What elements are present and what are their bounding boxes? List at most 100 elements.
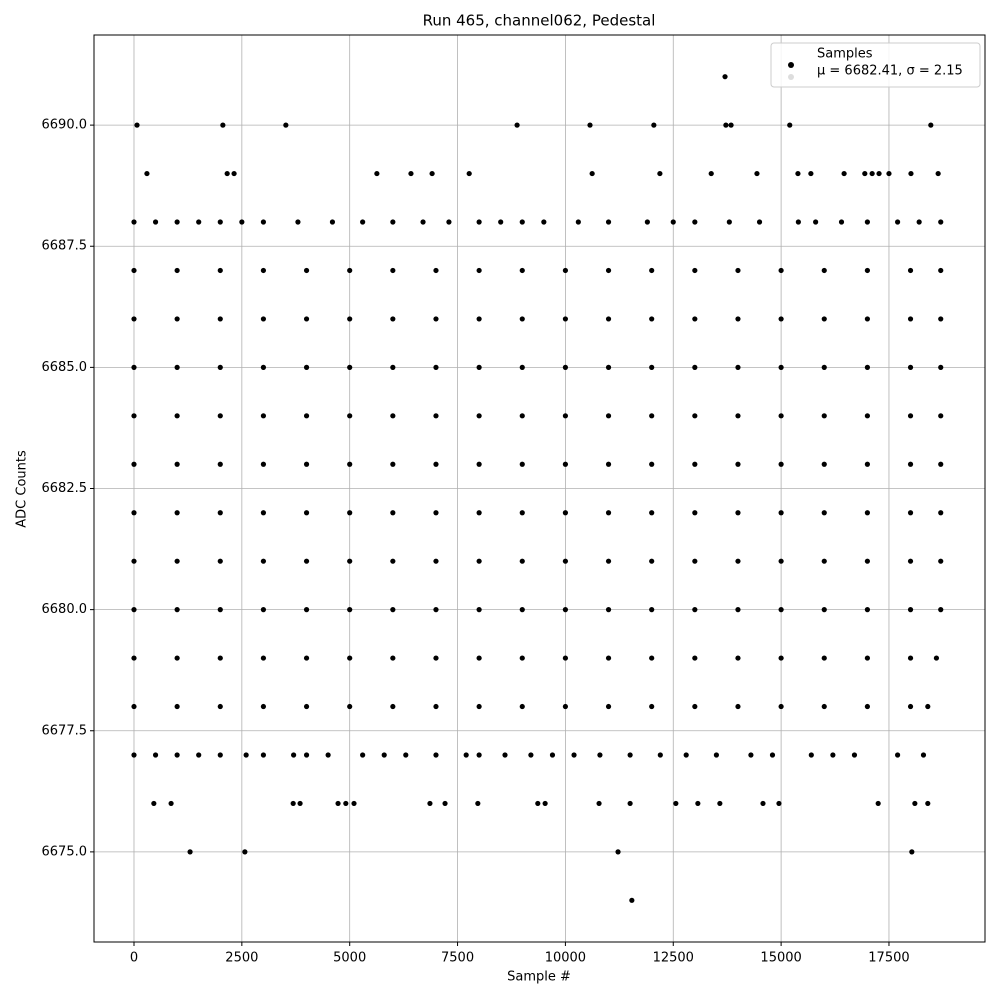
point xyxy=(347,558,353,564)
point xyxy=(360,219,366,225)
point xyxy=(433,607,439,613)
point xyxy=(615,849,621,855)
point xyxy=(152,752,159,758)
point xyxy=(851,752,858,758)
point xyxy=(217,655,223,661)
point xyxy=(347,364,353,370)
point xyxy=(938,316,944,322)
legend-label: μ = 6682.41, σ = 2.15 xyxy=(817,64,963,79)
point xyxy=(433,558,439,564)
point xyxy=(174,219,180,225)
point xyxy=(808,170,814,177)
point xyxy=(519,267,525,274)
point xyxy=(476,413,482,419)
point xyxy=(692,316,698,322)
point xyxy=(907,703,914,710)
point xyxy=(722,74,728,80)
point xyxy=(476,510,482,516)
point xyxy=(808,752,814,758)
y-tick-label: 6690.0 xyxy=(42,118,88,133)
point xyxy=(134,122,140,128)
point xyxy=(735,703,741,710)
point xyxy=(830,752,836,758)
point xyxy=(476,703,482,710)
point xyxy=(692,703,698,710)
point xyxy=(217,752,223,758)
point xyxy=(605,510,612,516)
point xyxy=(692,364,698,370)
point xyxy=(627,800,633,807)
point xyxy=(735,413,741,419)
point xyxy=(347,703,353,710)
point xyxy=(260,413,267,419)
point xyxy=(649,510,655,516)
point xyxy=(769,752,776,758)
point xyxy=(476,655,482,661)
point xyxy=(144,170,150,177)
point xyxy=(864,267,870,274)
point xyxy=(541,219,547,225)
point xyxy=(168,800,174,807)
point xyxy=(390,510,396,516)
point xyxy=(778,607,784,613)
point xyxy=(295,219,301,225)
point xyxy=(597,752,603,758)
point xyxy=(841,170,847,177)
point xyxy=(670,219,676,225)
point xyxy=(925,800,931,807)
point xyxy=(657,752,663,758)
point xyxy=(224,170,230,177)
point xyxy=(735,364,741,370)
point xyxy=(938,364,944,370)
point xyxy=(260,752,267,758)
y-tick-label: 6675.0 xyxy=(42,844,88,859)
point xyxy=(290,800,296,807)
point xyxy=(778,703,784,710)
point xyxy=(131,558,137,564)
point xyxy=(605,316,612,322)
x-tick-label: 2500 xyxy=(225,951,258,966)
point xyxy=(408,170,414,177)
point xyxy=(528,752,534,758)
point xyxy=(864,219,870,225)
point xyxy=(476,364,482,370)
point xyxy=(728,122,734,128)
point xyxy=(347,413,353,419)
point xyxy=(692,655,698,661)
point xyxy=(260,703,267,710)
point xyxy=(519,219,525,225)
x-tick-label: 10000 xyxy=(545,951,586,966)
point xyxy=(907,607,914,613)
point xyxy=(433,461,439,467)
point xyxy=(562,413,569,419)
point xyxy=(390,461,396,467)
point xyxy=(303,752,310,758)
point xyxy=(217,510,223,516)
point xyxy=(894,752,901,758)
point xyxy=(649,461,655,467)
point xyxy=(864,655,870,661)
point xyxy=(907,655,914,661)
point xyxy=(562,510,569,516)
point xyxy=(649,413,655,419)
point xyxy=(776,800,782,807)
point xyxy=(938,219,944,225)
point xyxy=(519,655,525,661)
point xyxy=(692,267,698,274)
point xyxy=(433,267,439,274)
x-tick-label: 12500 xyxy=(653,951,694,966)
point xyxy=(217,703,223,710)
point xyxy=(692,607,698,613)
point xyxy=(575,219,581,225)
point xyxy=(476,558,482,564)
point xyxy=(390,655,396,661)
point xyxy=(869,170,875,177)
x-tick-label: 0 xyxy=(130,951,138,966)
point xyxy=(778,558,784,564)
y-tick-label: 6687.5 xyxy=(42,239,88,254)
point xyxy=(925,703,931,710)
point xyxy=(908,170,914,177)
point xyxy=(778,267,784,274)
point xyxy=(217,461,223,467)
point xyxy=(649,267,655,274)
